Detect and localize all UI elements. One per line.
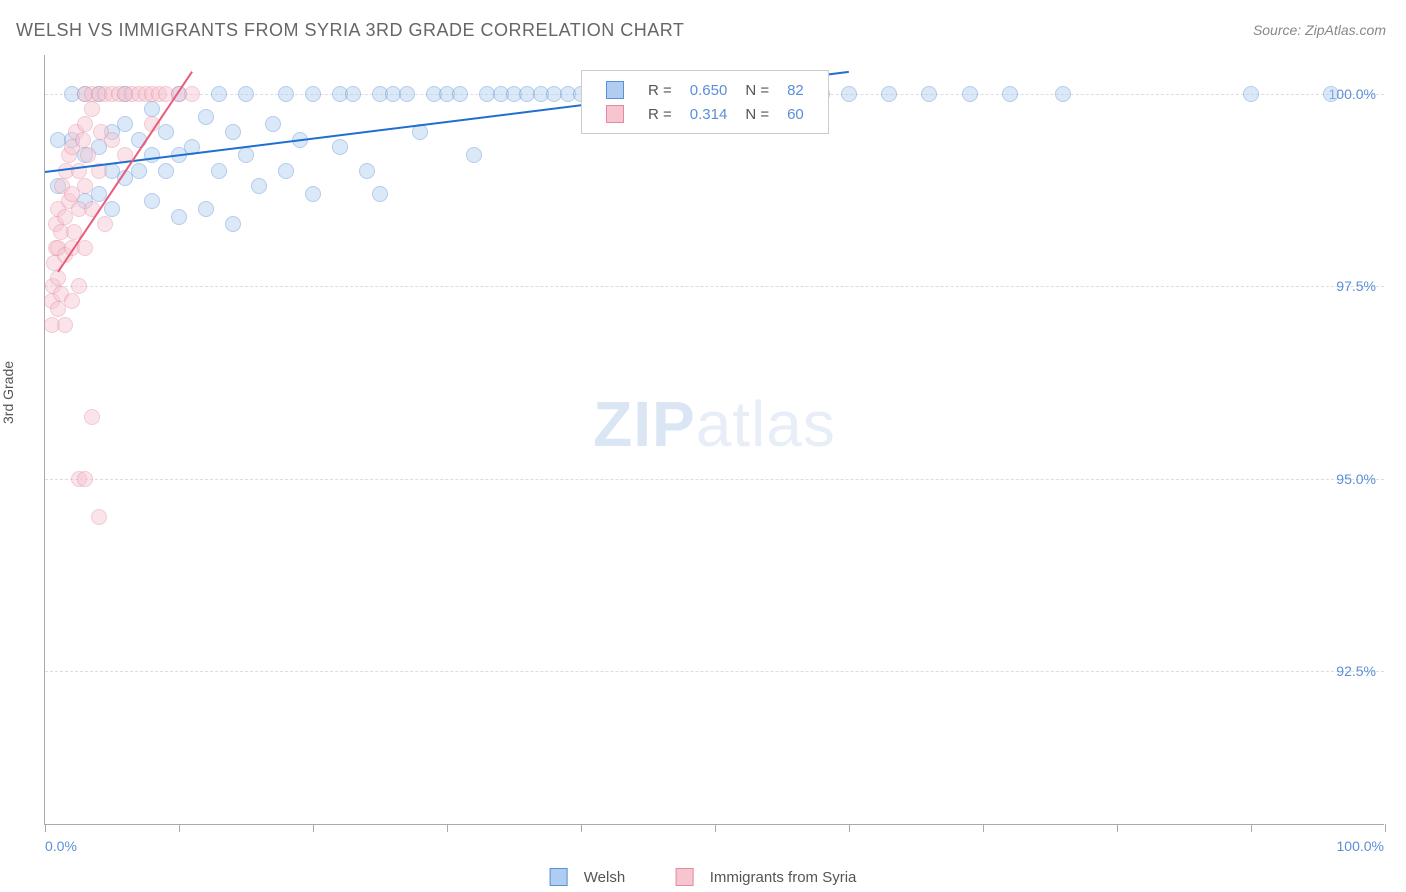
scatter-point	[104, 132, 120, 148]
watermark: ZIPatlas	[593, 387, 836, 461]
x-tick	[447, 824, 448, 832]
scatter-point	[144, 147, 160, 163]
scatter-point	[225, 216, 241, 232]
scatter-point	[962, 86, 978, 102]
x-tick	[581, 824, 582, 832]
scatter-point	[117, 116, 133, 132]
x-tick	[1251, 824, 1252, 832]
scatter-point	[84, 409, 100, 425]
x-tick	[1385, 824, 1386, 832]
stats-legend: R =0.650N =82R =0.314N =60	[581, 70, 829, 134]
scatter-point	[452, 86, 468, 102]
legend-swatch-welsh	[550, 868, 568, 886]
gridline-h	[45, 671, 1384, 672]
scatter-point	[399, 86, 415, 102]
scatter-point	[251, 178, 267, 194]
scatter-point	[278, 163, 294, 179]
x-tick	[1117, 824, 1118, 832]
watermark-zip: ZIP	[593, 388, 696, 460]
scatter-point	[77, 178, 93, 194]
scatter-point	[225, 124, 241, 140]
scatter-point	[77, 116, 93, 132]
scatter-point	[332, 139, 348, 155]
x-tick-label: 100.0%	[1337, 838, 1384, 854]
scatter-point	[372, 186, 388, 202]
scatter-point	[211, 163, 227, 179]
scatter-point	[84, 101, 100, 117]
scatter-point	[158, 163, 174, 179]
gridline-h	[45, 286, 1384, 287]
scatter-point	[881, 86, 897, 102]
x-tick	[179, 824, 180, 832]
scatter-point	[921, 86, 937, 102]
scatter-point	[75, 132, 91, 148]
chart-plot-area: ZIPatlas 92.5%95.0%97.5%100.0%0.0%100.0%…	[44, 55, 1384, 825]
chart-title: WELSH VS IMMIGRANTS FROM SYRIA 3RD GRADE…	[16, 20, 684, 41]
y-tick-label: 97.5%	[1336, 278, 1376, 294]
scatter-point	[211, 86, 227, 102]
scatter-point	[305, 86, 321, 102]
source-attribution: Source: ZipAtlas.com	[1253, 22, 1386, 38]
scatter-point	[158, 124, 174, 140]
x-tick	[983, 824, 984, 832]
scatter-point	[144, 101, 160, 117]
scatter-point	[1002, 86, 1018, 102]
x-tick	[313, 824, 314, 832]
scatter-point	[305, 186, 321, 202]
scatter-point	[198, 109, 214, 125]
legend-label-syria: Immigrants from Syria	[710, 869, 857, 886]
scatter-point	[238, 86, 254, 102]
legend-label-welsh: Welsh	[584, 869, 625, 886]
scatter-point	[57, 317, 73, 333]
x-tick	[715, 824, 716, 832]
watermark-atlas: atlas	[696, 388, 836, 460]
scatter-point	[97, 216, 113, 232]
scatter-point	[265, 116, 281, 132]
scatter-point	[359, 163, 375, 179]
y-axis-label: 3rd Grade	[0, 361, 16, 424]
scatter-point	[184, 86, 200, 102]
scatter-point	[104, 201, 120, 217]
scatter-point	[144, 193, 160, 209]
scatter-point	[91, 509, 107, 525]
scatter-point	[77, 471, 93, 487]
scatter-point	[71, 278, 87, 294]
stats-table: R =0.650N =82R =0.314N =60	[596, 77, 814, 127]
scatter-point	[345, 86, 361, 102]
scatter-point	[1055, 86, 1071, 102]
scatter-point	[278, 86, 294, 102]
gridline-h	[45, 479, 1384, 480]
scatter-point	[77, 240, 93, 256]
y-tick-label: 95.0%	[1336, 471, 1376, 487]
scatter-point	[198, 201, 214, 217]
scatter-point	[171, 209, 187, 225]
x-tick-label: 0.0%	[45, 838, 77, 854]
scatter-point	[80, 147, 96, 163]
scatter-point	[64, 293, 80, 309]
legend-bottom: Welsh Immigrants from Syria	[544, 868, 863, 886]
scatter-point	[1323, 86, 1339, 102]
scatter-point	[238, 147, 254, 163]
scatter-point	[841, 86, 857, 102]
y-tick-label: 92.5%	[1336, 663, 1376, 679]
x-tick	[849, 824, 850, 832]
legend-swatch-syria	[676, 868, 694, 886]
scatter-point	[131, 163, 147, 179]
scatter-point	[1243, 86, 1259, 102]
scatter-point	[466, 147, 482, 163]
scatter-point	[71, 163, 87, 179]
x-tick	[45, 824, 46, 832]
